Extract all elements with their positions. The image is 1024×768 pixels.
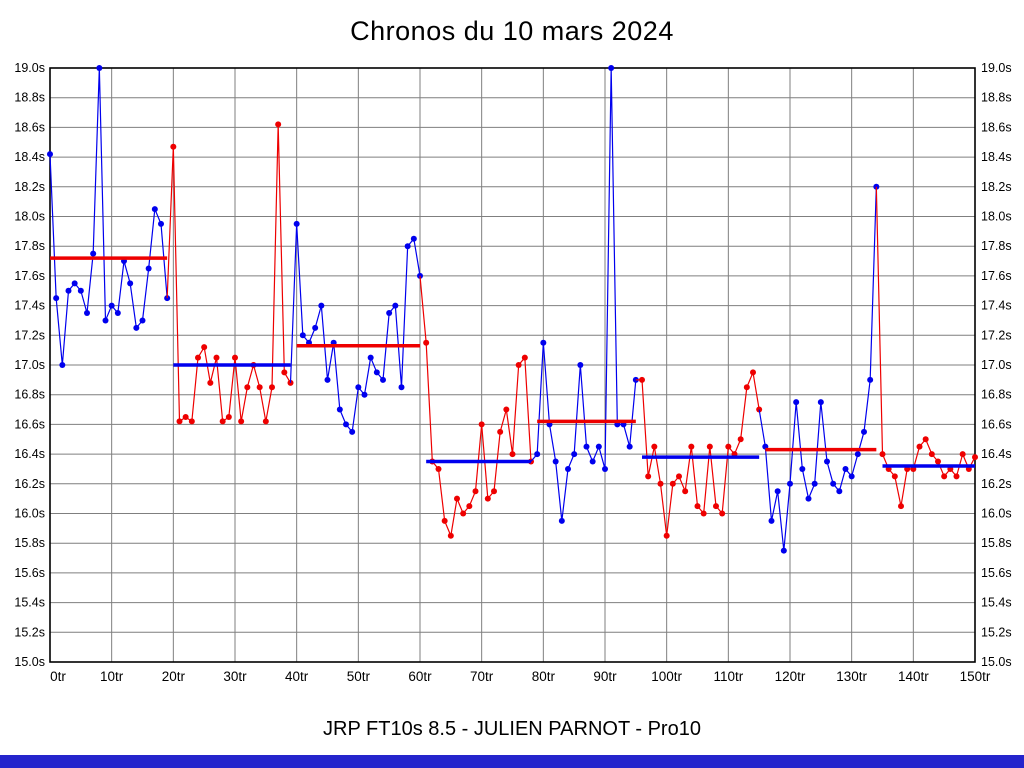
svg-text:18.6s: 18.6s — [14, 120, 45, 134]
lap-series-segment-2 — [166, 121, 294, 425]
svg-text:17.8s: 17.8s — [14, 239, 45, 253]
svg-text:15.2s: 15.2s — [14, 625, 45, 639]
svg-text:17.0s: 17.0s — [981, 358, 1012, 372]
svg-text:15.2s: 15.2s — [981, 625, 1012, 639]
lap-series-segment-5 — [530, 65, 639, 524]
svg-text:17.4s: 17.4s — [14, 299, 45, 313]
lap-series-segment-7 — [758, 183, 880, 554]
svg-text:16.2s: 16.2s — [981, 477, 1012, 491]
svg-text:16.4s: 16.4s — [981, 447, 1012, 461]
svg-text:16.0s: 16.0s — [14, 507, 45, 521]
x-axis-labels: 0tr 10tr 20tr 30tr 40tr 50tr 60tr 70tr 80tr 90tr 1… — [50, 669, 991, 684]
svg-text:70tr: 70tr — [470, 669, 494, 684]
svg-text:20tr: 20tr — [162, 669, 186, 684]
lap-series-segment-8 — [875, 186, 978, 510]
y-axis-labels-right: 15.0s 15.2s 15.4s 15.6s 15.8s 16.0s 16.2s 16.4s… — [981, 61, 1012, 669]
svg-text:17.2s: 17.2s — [981, 328, 1012, 342]
svg-text:10tr: 10tr — [100, 669, 124, 684]
svg-text:17.0s: 17.0s — [14, 358, 45, 372]
svg-text:100tr: 100tr — [651, 669, 682, 684]
lap-series-segment-4 — [419, 275, 534, 539]
svg-text:30tr: 30tr — [223, 669, 247, 684]
svg-text:150tr: 150tr — [960, 669, 991, 684]
svg-text:18.8s: 18.8s — [981, 91, 1012, 105]
svg-text:15.8s: 15.8s — [14, 536, 45, 550]
svg-text:130tr: 130tr — [836, 669, 867, 684]
svg-text:18.6s: 18.6s — [981, 120, 1012, 134]
lap-series-segment-3 — [289, 220, 423, 435]
svg-text:50tr: 50tr — [347, 669, 371, 684]
svg-text:18.4s: 18.4s — [981, 150, 1012, 164]
svg-text:16.4s: 16.4s — [14, 447, 45, 461]
svg-text:16.6s: 16.6s — [14, 417, 45, 431]
svg-text:18.4s: 18.4s — [14, 150, 45, 164]
lap-series-segment-6 — [635, 369, 763, 539]
plot-border — [49, 67, 976, 663]
svg-text:16.0s: 16.0s — [981, 507, 1012, 521]
svg-text:19.0s: 19.0s — [14, 61, 45, 75]
y-axis-labels-left: 15.0s 15.2s 15.4s 15.6s 15.8s 16.0s 16.2s 16.4s… — [14, 61, 45, 669]
footer-bar — [0, 755, 1024, 768]
svg-text:15.6s: 15.6s — [14, 566, 45, 580]
svg-text:17.2s: 17.2s — [14, 328, 45, 342]
svg-text:19.0s: 19.0s — [981, 61, 1012, 75]
svg-text:140tr: 140tr — [898, 669, 929, 684]
lap-times-plot: 15.0s 15.2s 15.4s 15.6s 15.8s 16.0s 16.2s 16.4s… — [14, 61, 1012, 684]
svg-text:15.4s: 15.4s — [981, 596, 1012, 610]
svg-text:15.0s: 15.0s — [981, 655, 1012, 669]
svg-text:80tr: 80tr — [532, 669, 556, 684]
svg-text:18.0s: 18.0s — [981, 210, 1012, 224]
svg-text:16.8s: 16.8s — [981, 388, 1012, 402]
svg-text:18.0s: 18.0s — [14, 210, 45, 224]
svg-text:18.8s: 18.8s — [14, 91, 45, 105]
svg-text:110tr: 110tr — [713, 669, 743, 684]
svg-text:16.6s: 16.6s — [981, 417, 1012, 431]
svg-text:40tr: 40tr — [285, 669, 309, 684]
svg-text:15.0s: 15.0s — [14, 655, 45, 669]
svg-text:18.2s: 18.2s — [14, 180, 45, 194]
svg-text:16.2s: 16.2s — [14, 477, 45, 491]
svg-text:60tr: 60tr — [408, 669, 432, 684]
svg-text:0tr: 0tr — [50, 669, 66, 684]
svg-text:17.6s: 17.6s — [14, 269, 45, 283]
svg-text:17.8s: 17.8s — [981, 239, 1012, 253]
svg-text:18.2s: 18.2s — [981, 180, 1012, 194]
svg-text:15.6s: 15.6s — [981, 566, 1012, 580]
svg-text:16.8s: 16.8s — [14, 388, 45, 402]
svg-text:90tr: 90tr — [593, 669, 617, 684]
svg-text:15.8s: 15.8s — [981, 536, 1012, 550]
chart-caption: JRP FT10s 8.5 - JULIEN PARNOT - Pro10 — [323, 718, 701, 740]
svg-text:17.6s: 17.6s — [981, 269, 1012, 283]
chart-title: Chronos du 10 mars 2024 — [350, 16, 674, 46]
svg-text:15.4s: 15.4s — [14, 596, 45, 610]
svg-text:17.4s: 17.4s — [981, 299, 1012, 313]
svg-text:120tr: 120tr — [775, 669, 806, 684]
